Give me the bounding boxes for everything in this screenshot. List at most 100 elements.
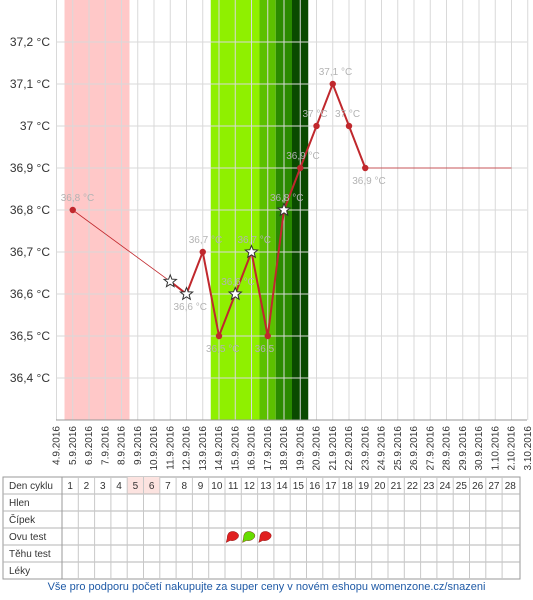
x-tick-label: 28.9.2016 bbox=[442, 426, 453, 471]
x-tick-label: 19.9.2016 bbox=[295, 426, 306, 471]
data-point-star bbox=[162, 273, 178, 288]
data-point-star bbox=[179, 286, 194, 301]
x-tick-label: 5.9.2016 bbox=[68, 426, 79, 465]
table-day-number: 7 bbox=[165, 481, 171, 492]
data-label: 36,6 °C bbox=[221, 277, 254, 288]
table-day-number: 26 bbox=[472, 481, 484, 492]
data-point bbox=[264, 332, 271, 340]
data-point bbox=[329, 80, 336, 88]
data-label: 36,7 °C bbox=[189, 235, 222, 246]
table-day-number: 4 bbox=[116, 481, 122, 492]
y-tick-label: 36,5 °C bbox=[10, 329, 50, 343]
x-tick-label: 9.9.2016 bbox=[133, 426, 144, 465]
table-day-number: 13 bbox=[260, 481, 272, 492]
y-tick-label: 36,4 °C bbox=[10, 371, 50, 385]
table-day-number: 11 bbox=[228, 481, 239, 492]
table-day-number: 3 bbox=[100, 481, 106, 492]
table-row-label: Léky bbox=[9, 566, 30, 577]
table-day-number: 17 bbox=[325, 481, 337, 492]
data-point-star bbox=[244, 244, 259, 259]
x-tick-label: 17.9.2016 bbox=[263, 426, 274, 471]
x-tick-label: 21.9.2016 bbox=[328, 426, 339, 471]
data-label: 37 °C bbox=[303, 109, 328, 120]
table-day-number: 15 bbox=[293, 481, 305, 492]
x-tick-label: 24.9.2016 bbox=[377, 426, 388, 471]
x-tick-label: 26.9.2016 bbox=[409, 426, 420, 471]
table-day-highlight bbox=[127, 477, 144, 494]
table-day-number: 14 bbox=[276, 481, 288, 492]
ovu-test-negative-icon bbox=[258, 531, 272, 543]
table-day-number: 24 bbox=[439, 481, 451, 492]
x-tick-label: 11.9.2016 bbox=[165, 426, 176, 470]
table-day-number: 9 bbox=[198, 481, 204, 492]
table-header-label: Den cyklu bbox=[9, 481, 53, 492]
data-label: 36,9 °C bbox=[286, 151, 319, 162]
data-label: 37 °C bbox=[335, 109, 360, 120]
x-tick-label: 8.9.2016 bbox=[117, 426, 128, 465]
table-row-label: Hlen bbox=[9, 498, 30, 509]
y-tick-label: 37,2 °C bbox=[10, 35, 50, 49]
table-day-number: 23 bbox=[423, 481, 435, 492]
table-day-number: 25 bbox=[456, 481, 468, 492]
table-day-number: 5 bbox=[133, 481, 139, 492]
table-day-number: 20 bbox=[374, 481, 386, 492]
y-tick-label: 37,1 °C bbox=[10, 77, 50, 91]
table-row-label: Ovu test bbox=[9, 532, 46, 543]
table-day-number: 2 bbox=[84, 481, 90, 492]
y-tick-label: 36,7 °C bbox=[10, 245, 50, 259]
data-point bbox=[69, 206, 76, 214]
data-point-star bbox=[227, 286, 243, 301]
table-day-number: 22 bbox=[407, 481, 419, 492]
data-label: 36,5 bbox=[255, 344, 275, 355]
table-day-number: 8 bbox=[181, 481, 187, 492]
x-tick-label: 22.9.2016 bbox=[344, 426, 355, 471]
table-day-number: 27 bbox=[488, 481, 500, 492]
x-tick-label: 7.9.2016 bbox=[100, 426, 111, 465]
data-label: 36,5 °C bbox=[206, 344, 239, 355]
series-gap-line bbox=[72, 209, 171, 282]
x-tick-label: 25.9.2016 bbox=[393, 426, 404, 471]
x-tick-label: 20.9.2016 bbox=[312, 426, 323, 471]
table-day-number: 12 bbox=[244, 481, 256, 492]
data-label: 37,1 °C bbox=[319, 67, 352, 78]
y-tick-label: 36,8 °C bbox=[10, 203, 50, 217]
data-point bbox=[199, 248, 206, 256]
x-tick-label: 12.9.2016 bbox=[182, 426, 193, 471]
table-day-number: 6 bbox=[149, 481, 155, 492]
y-tick-label: 37 °C bbox=[20, 119, 50, 133]
y-tick-label: 36,6 °C bbox=[10, 287, 50, 301]
x-tick-label: 10.9.2016 bbox=[149, 426, 160, 471]
x-tick-label: 15.9.2016 bbox=[230, 426, 241, 471]
data-point-star bbox=[276, 202, 292, 217]
table-day-number: 16 bbox=[309, 481, 321, 492]
table-day-number: 28 bbox=[505, 481, 517, 492]
table-day-number: 18 bbox=[342, 481, 354, 492]
footer-promo-link[interactable]: Vše pro podporu početí nakupujte za supe… bbox=[47, 581, 486, 593]
data-point bbox=[297, 164, 304, 172]
x-tick-label: 3.10.2016 bbox=[523, 426, 533, 471]
x-tick-label: 27.9.2016 bbox=[425, 426, 436, 471]
data-point bbox=[345, 122, 353, 130]
data-point bbox=[362, 164, 369, 172]
table-day-highlight bbox=[143, 477, 160, 494]
x-tick-label: 18.9.2016 bbox=[279, 426, 290, 471]
table-row-label: Čípek bbox=[9, 513, 36, 526]
table-day-number: 10 bbox=[211, 481, 223, 492]
data-label: 36,7 °C bbox=[238, 235, 271, 246]
ovu-test-positive-icon bbox=[242, 531, 256, 543]
data-label: 36,8 °C bbox=[270, 193, 303, 204]
x-tick-label: 16.9.2016 bbox=[247, 426, 258, 471]
x-tick-label: 6.9.2016 bbox=[84, 426, 95, 465]
data-point bbox=[215, 332, 223, 340]
table-row-label: Těhu test bbox=[9, 549, 51, 560]
x-tick-label: 4.9.2016 bbox=[52, 426, 63, 465]
table-day-number: 1 bbox=[67, 481, 73, 492]
data-label: 36,6 °C bbox=[174, 302, 207, 313]
data-point bbox=[313, 122, 320, 130]
x-tick-label: 2.10.2016 bbox=[507, 426, 518, 471]
table-day-number: 21 bbox=[391, 481, 403, 492]
table-day-number: 19 bbox=[358, 481, 370, 492]
x-tick-label: 1.10.2016 bbox=[490, 426, 501, 471]
ovu-test-negative-icon bbox=[225, 531, 239, 543]
y-tick-label: 36,9 °C bbox=[10, 161, 50, 175]
